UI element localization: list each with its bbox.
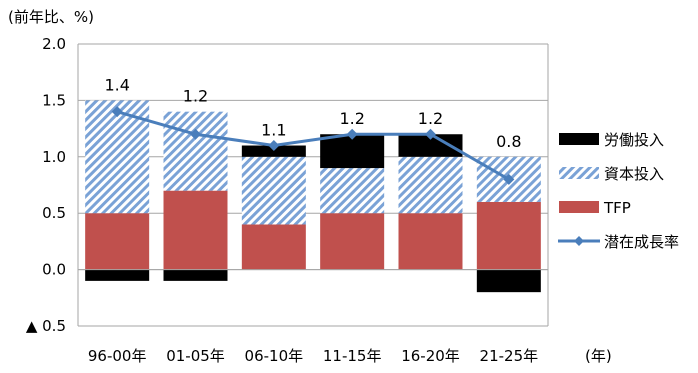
line-marker	[503, 173, 515, 185]
bars	[85, 100, 541, 293]
data-label: 1.2	[183, 87, 208, 106]
data-label: 1.1	[261, 121, 286, 140]
bar-segment	[398, 134, 463, 157]
x-tick-label: 06-10年	[245, 347, 304, 365]
bar-segment	[241, 156, 306, 225]
line-marker	[190, 128, 201, 140]
bar-segment	[320, 168, 385, 214]
data-label: 1.4	[104, 75, 129, 94]
legend-label: 資本投入	[604, 165, 664, 183]
legend-label: 潜在成長率	[604, 233, 679, 251]
bar-segment	[163, 190, 228, 270]
x-tick-label: 21-25年	[480, 347, 539, 365]
y-tick-label: 0.0	[42, 261, 66, 279]
x-tick-label: 16-20年	[401, 347, 460, 365]
bar-segment	[398, 213, 463, 270]
x-unit-label: (年)	[585, 347, 612, 365]
bar-segment	[476, 201, 541, 270]
legend-swatch	[559, 201, 599, 213]
legend-marker	[574, 236, 584, 246]
bar-segment	[85, 269, 150, 281]
line-series	[111, 106, 515, 185]
legend-label: TFP	[603, 199, 631, 217]
bar-segment	[320, 213, 385, 270]
y-tick-label: 1.0	[42, 148, 66, 166]
bar-segment	[398, 156, 463, 214]
line-series-path	[116, 110, 510, 181]
line-marker	[268, 140, 280, 152]
data-label: 0.8	[496, 132, 521, 151]
x-tick-label: 11-15年	[323, 347, 382, 365]
x-tick-label: 01-05年	[166, 347, 225, 365]
data-label: 1.2	[339, 109, 364, 128]
y-tick-label: ▲ 0.5	[26, 317, 66, 335]
bar-segment	[476, 269, 541, 293]
line-marker	[111, 106, 123, 118]
legend-swatch	[559, 167, 599, 179]
legend-swatch	[559, 133, 599, 145]
line-marker	[346, 128, 358, 140]
bar-segment	[320, 134, 385, 169]
bar-segment	[85, 213, 150, 270]
axes: 2.0 1.5 1.0 0.5 0.0 ▲ 0.5 96-00年 01-05年 06-10年 11…	[26, 35, 549, 365]
data-label: 1.2	[418, 109, 443, 128]
y-unit-label: (前年比、%)	[8, 8, 94, 26]
x-tick-label: 96-00年	[88, 347, 147, 365]
bar-segment	[163, 269, 228, 281]
data-labels: 1.4 1.2 1.1 1.2 1.2 0.8	[104, 75, 521, 150]
y-tick-label: 1.5	[42, 91, 66, 109]
bar-segment	[163, 111, 228, 191]
bar-segment	[241, 224, 306, 270]
legend-label: 労働投入	[604, 131, 664, 149]
bar-segment	[241, 145, 306, 157]
line-marker	[425, 128, 436, 140]
y-tick-label: 2.0	[42, 35, 66, 53]
y-tick-label: 0.5	[42, 204, 66, 222]
